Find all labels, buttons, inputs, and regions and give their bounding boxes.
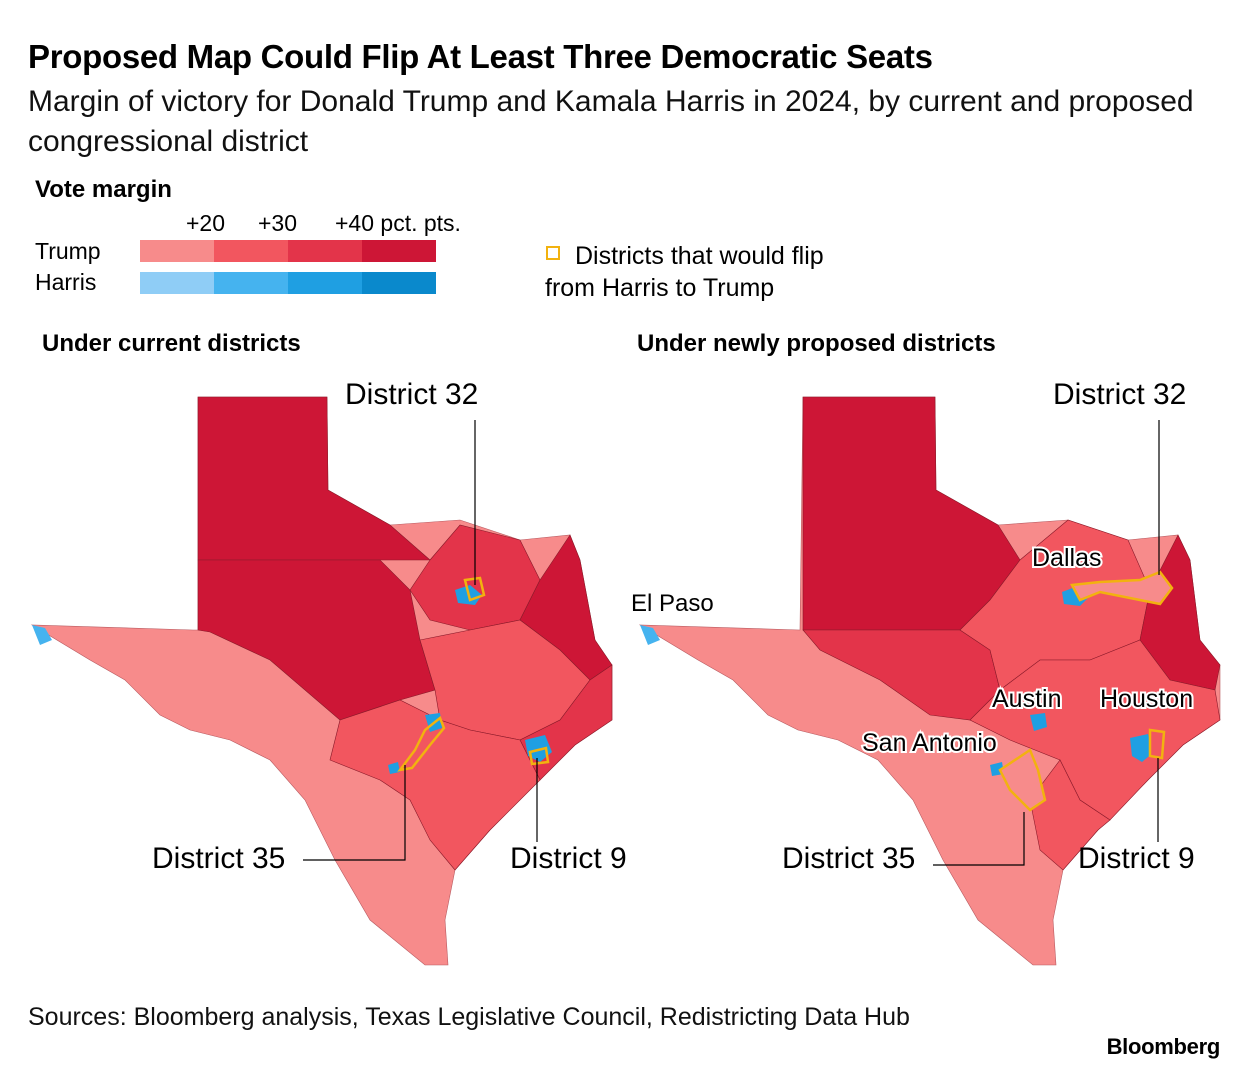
el-paso-harris <box>32 625 52 645</box>
label-el-paso: El Paso <box>631 590 714 617</box>
proposed-districts-map: District 32 District 35 District 9 Dalla… <box>631 378 1221 966</box>
district-panhandle-north <box>802 396 1021 631</box>
legend-title: Vote margin <box>35 176 172 203</box>
legend-harris-scale <box>140 272 436 294</box>
label-san-antonio: San Antonio <box>862 729 997 757</box>
label-district-9: District 9 <box>1078 842 1195 875</box>
legend-tick-20: +20 <box>186 210 226 236</box>
label-houston: Houston <box>1100 685 1193 713</box>
trump-swatch-2 <box>214 240 288 262</box>
houston-harris <box>1130 734 1154 762</box>
district-central-east <box>969 639 1221 821</box>
trump-swatch-1 <box>140 240 214 262</box>
flip-outline-swatch <box>546 246 560 260</box>
district-9-flip-outline <box>528 746 550 766</box>
legend-trump-label: Trump <box>35 238 101 264</box>
harris-swatch-4 <box>362 272 436 294</box>
trump-swatch-4 <box>362 240 436 262</box>
san-antonio-harris <box>388 762 400 774</box>
leader-line-d35 <box>933 812 1025 866</box>
el-paso-harris <box>640 625 660 645</box>
legend-tick-30: +30 <box>258 210 298 236</box>
proposed-map-title: Under newly proposed districts <box>637 330 996 357</box>
label-district-35: District 35 <box>152 842 285 875</box>
label-dallas: Dallas <box>1032 544 1101 572</box>
trump-swatch-3 <box>288 240 362 262</box>
current-districts-map: District 32 District 35 District 9 <box>30 378 627 966</box>
harris-swatch-1 <box>140 272 214 294</box>
district-35-flip-outline <box>998 748 1047 812</box>
legend-harris-label: Harris <box>35 269 97 295</box>
source-note: Sources: Bloomberg analysis, Texas Legis… <box>28 1003 910 1031</box>
harris-swatch-3 <box>288 272 362 294</box>
label-district-35: District 35 <box>782 842 915 875</box>
chart-subtitle: Margin of victory for Donald Trump and K… <box>28 85 1194 158</box>
district-panhandle-north <box>197 396 431 561</box>
label-district-32: District 32 <box>345 378 478 411</box>
flip-legend-label: Districts that would flip from Harris to… <box>545 242 824 302</box>
austin-harris <box>1030 713 1047 731</box>
current-map-title: Under current districts <box>42 330 301 357</box>
label-austin: Austin <box>992 685 1061 713</box>
district-9-flip-outline <box>1148 728 1166 760</box>
leader-line-d35 <box>303 765 406 861</box>
label-district-32: District 32 <box>1053 378 1186 411</box>
bloomberg-logo: Bloomberg <box>1106 1034 1221 1059</box>
district-35-flip-outline <box>397 715 446 772</box>
legend-tick-40: +40 pct. pts. <box>335 210 461 236</box>
label-district-9: District 9 <box>510 842 627 875</box>
legend-trump-scale <box>140 240 436 262</box>
chart-title: Proposed Map Could Flip At Least Three D… <box>28 38 933 75</box>
district-32-flip-outline <box>1070 570 1174 606</box>
harris-swatch-2 <box>214 272 288 294</box>
